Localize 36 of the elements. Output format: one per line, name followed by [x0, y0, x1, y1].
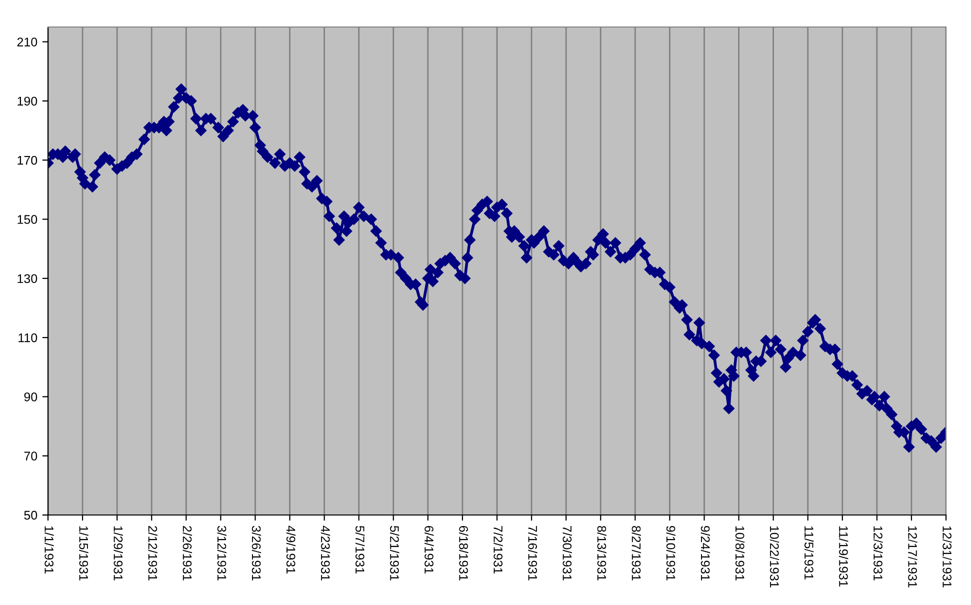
x-tick-label: 7/30/1931	[562, 526, 572, 580]
x-tick-label: 7/2/1931	[494, 526, 503, 574]
y-tick-label: 210	[17, 38, 38, 46]
x-tick-label: 12/31/1931	[942, 526, 952, 588]
x-tick-label: 4/23/1931	[320, 526, 330, 580]
x-tick-label: 10/8/1931	[735, 526, 745, 580]
x-tick-label: 4/9/1931	[286, 526, 296, 574]
x-tick-label: 9/10/1931	[666, 526, 676, 580]
x-tick-label: 12/17/1931	[908, 526, 918, 588]
x-tick-label: 1/15/1931	[79, 526, 88, 580]
x-tick-label: 10/22/1931	[770, 526, 780, 588]
x-tick-label: 6/4/1931	[424, 526, 434, 574]
x-tick-label: 12/3/1931	[874, 526, 883, 580]
x-tick-label: 1/1/1931	[44, 526, 54, 574]
x-tick-label: 3/12/1931	[217, 526, 227, 580]
x-tick-label: 11/19/1931	[839, 526, 848, 586]
x-tick-label: 8/27/1931	[632, 526, 641, 580]
y-tick-label: 50	[24, 510, 38, 520]
x-tick-label: 5/21/1931	[390, 526, 400, 580]
y-tick-label: 150	[18, 215, 38, 224]
y-tick-label: 170	[18, 156, 38, 165]
y-tick-label: 70	[24, 452, 38, 460]
x-tick-label: 9/24/1931	[700, 526, 710, 580]
y-tick-label: 190	[18, 96, 38, 106]
y-tick-label: 130	[18, 274, 38, 284]
x-tick-label: 6/18/1931	[459, 526, 468, 580]
x-tick-label: 1/29/1931	[114, 526, 123, 580]
x-tick-label: 5/7/1931	[355, 526, 365, 574]
x-tick-label: 2/26/1931	[182, 526, 192, 580]
x-tick-label: 11/5/1931	[804, 526, 814, 580]
y-tick-label: 90	[24, 392, 38, 402]
x-tick-label: 2/12/1931	[148, 526, 158, 580]
x-tick-label: 7/16/1931	[528, 526, 538, 580]
y-tick-label: 110	[18, 333, 38, 342]
x-tick-label: 8/13/1931	[597, 526, 606, 580]
x-tick-label: 3/26/1931	[252, 526, 262, 580]
